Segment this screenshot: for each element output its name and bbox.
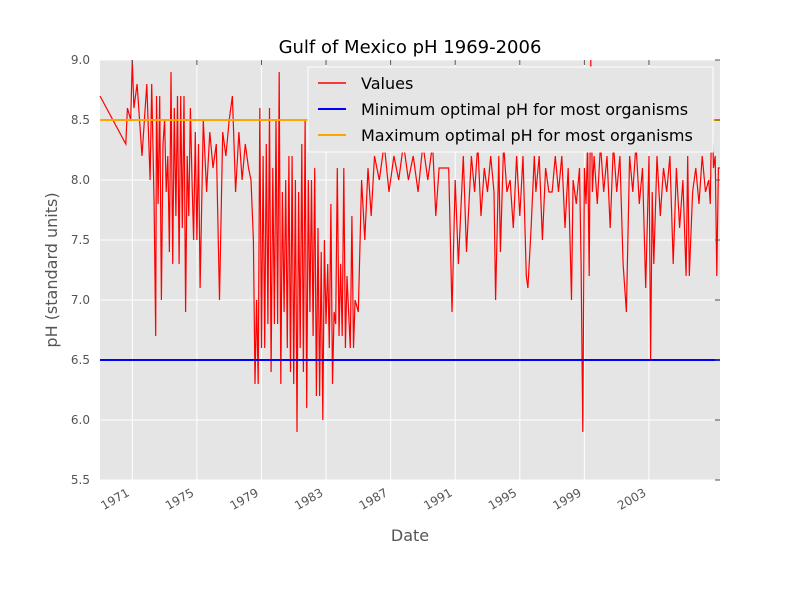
legend-box bbox=[307, 66, 714, 153]
legend-label-maximum: Maximum optimal pH for most organisms bbox=[361, 126, 693, 145]
series-line-values bbox=[99, 59, 720, 433]
legend-label-minimum: Minimum optimal pH for most organisms bbox=[361, 100, 688, 119]
y-tick-label: 6.5 bbox=[71, 353, 90, 367]
y-tick-label: 6.0 bbox=[71, 413, 90, 427]
y-axis-title: pH (standard units) bbox=[42, 192, 61, 347]
chart-title: Gulf of Mexico pH 1969-2006 bbox=[279, 37, 542, 58]
legend-label-values: Values bbox=[361, 74, 413, 93]
y-tick-label: 7.0 bbox=[71, 293, 90, 307]
y-tick-label: 9.0 bbox=[71, 53, 90, 67]
y-tick-label: 7.5 bbox=[71, 233, 90, 247]
legend: Values Minimum optimal pH for most organ… bbox=[307, 66, 714, 153]
x-axis-title: Date bbox=[391, 526, 429, 545]
y-tick-label: 8.0 bbox=[71, 173, 90, 187]
y-tick-label: 8.5 bbox=[71, 113, 90, 127]
y-tick-label: 5.5 bbox=[71, 473, 90, 487]
